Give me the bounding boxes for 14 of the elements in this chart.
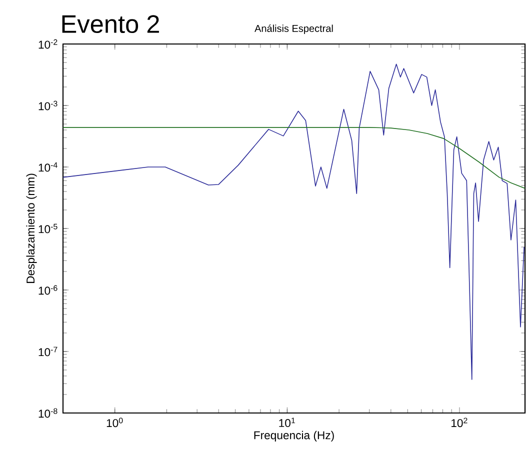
chart-title: Análisis Espectral	[254, 24, 333, 34]
y-tick-label: 10$^{-7}$	[38, 346, 58, 356]
x-axis-title: Frequencia (Hz)	[254, 430, 334, 442]
y-tick-label: 10$^{-2}$	[38, 39, 58, 49]
y-tick-label: 10$^{-3}$	[38, 100, 58, 110]
y-tick-label: 10$^{-6}$	[38, 285, 58, 295]
text: Evento 2	[62, 15, 159, 34]
x-tick-label: 10$^{2}$	[452, 418, 468, 428]
y-axis-title: Desplazamiento (mm)	[26, 174, 37, 283]
x-tick-label: 10$^{1}$	[279, 418, 295, 428]
y-tick-label: 10$^{-8}$	[38, 408, 58, 418]
y-tick-label: 10$^{-4}$	[38, 162, 58, 172]
x-tick-label: 10$^{0}$	[106, 418, 123, 428]
y-tick-label: 10$^{-5}$	[38, 224, 58, 234]
